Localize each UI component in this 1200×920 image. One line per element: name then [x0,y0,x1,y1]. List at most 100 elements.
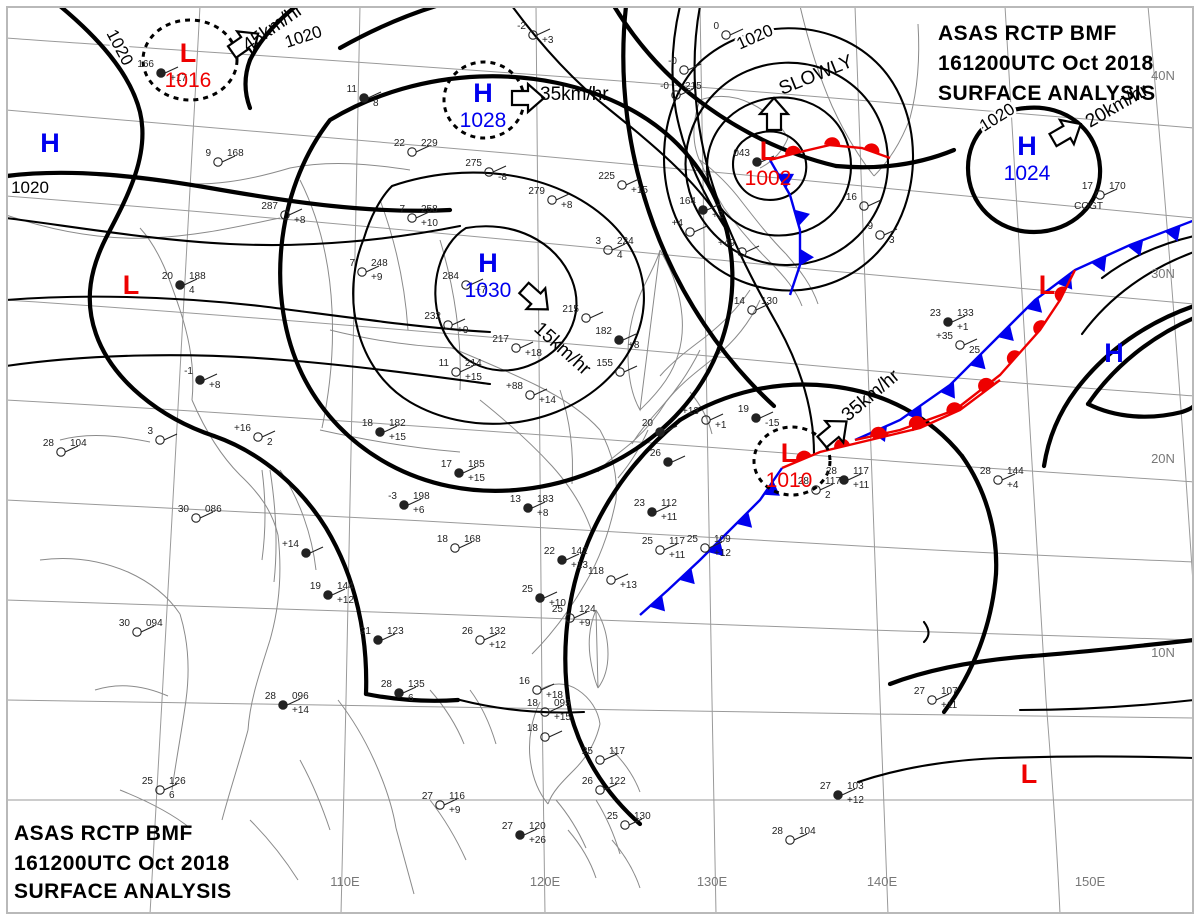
station-temperature: 27 [422,791,434,802]
station-temperature: 16 [846,192,858,203]
station-temperature: 28 [381,679,393,690]
station-plot: 232 +9 [424,311,469,336]
cold-front-pip [1164,225,1181,242]
station-temperature: 27 [502,821,514,832]
header-line1: ASAS RCTP BMF [938,22,1117,45]
station-pressure-tendency: 2 [825,490,831,501]
station-temperature: 27 [914,686,926,697]
wind-barb-icon [625,178,640,186]
station-pressure-tendency: +9 [579,618,591,629]
wind-barb-icon [383,425,398,433]
station-plot: 28 117 2 [798,476,842,501]
station-symbol-overcast-icon [833,790,843,800]
station-pressure-tendency: +12 [337,595,354,606]
station-pressure-tendency: +15 [468,473,485,484]
wind-barb-icon [679,88,694,96]
wind-barb-icon [483,633,498,641]
wind-barb-icon [622,333,637,341]
station-symbol-clear-icon [357,267,367,277]
station-pressure: 112 [661,498,677,509]
cold-front-pip [1090,255,1107,272]
system-motion-arrow [226,29,260,60]
system-dashed-circle [141,18,239,102]
station-pressure-tendency: +11 [941,700,958,711]
station-symbol-clear-icon [155,435,165,445]
wind-barb-icon [847,473,862,481]
header-line2: 161200UTC Oct 2018 [938,52,1154,75]
station-plot: 20 188 4 [162,271,206,296]
station-plot: 275 -8 [465,158,507,183]
graticule-label: 120E [530,874,561,889]
wind-barb-icon [729,28,744,36]
wind-barb-icon [614,573,629,581]
station-pressure: 124 [579,604,596,615]
station-temperature: +14 [282,539,299,550]
station-pressure-tendency: +6 [413,505,425,516]
wind-barb-icon [64,445,79,453]
warm-front-pip [834,438,850,449]
station-symbol-clear-icon [685,227,695,237]
pressure-system-letter: H [478,248,498,278]
station-temperature: 225 [598,171,615,182]
wind-barb-icon [603,753,618,761]
station-temperature: 28 [826,466,838,477]
wind-barb-icon [331,588,346,596]
station-symbol-clear-icon [547,195,557,205]
pressure-system-letter: H [1104,338,1124,368]
station-plot: 17 170 [1082,181,1126,200]
station-temperature: 275 [465,158,482,169]
station-pressure-tendency: 6 [169,790,175,801]
station-temperature: 17 [441,459,453,470]
station-pressure: 188 [189,271,206,282]
wind-barb-icon [365,265,380,273]
station-plot: 13 183 +8 [510,494,554,519]
station-plot: 14 130 [734,296,778,315]
system-motion-arrow [510,81,546,115]
station-symbol-clear-icon [955,340,965,350]
pressure-system-letter: L [180,38,197,68]
station-pressure-tendency: +8 [537,508,549,519]
pressure-system-letter: L [781,438,798,468]
cold-front-pip [707,540,724,556]
station-temperature: 19 [738,404,750,415]
station-symbol-clear-icon [451,367,461,377]
station-symbol-clear-icon [213,157,223,167]
wind-barb-icon [402,686,417,694]
station-pressure: 095 [554,698,571,709]
station-plot: 3 224 4 [595,236,634,261]
station-pressure-tendency: +15 [554,712,571,723]
station-symbol-overcast-icon [175,280,185,290]
wind-barb-icon [540,683,555,691]
station-symbol-clear-icon [595,785,605,795]
station-symbol-clear-icon [603,245,613,255]
station-plot: 28 104 [772,826,816,845]
cold-front-pip [736,511,753,528]
wind-barb-icon [523,828,538,836]
system-motion-arrow [815,419,848,449]
station-symbol-overcast-icon [655,427,665,437]
station-pressure: 185 [468,459,485,470]
warm-front-pip [948,403,964,415]
isobar-label: 1020 [103,26,138,68]
station-temperature: 14 [734,296,746,307]
pressure-system-letter: H [473,78,493,108]
station-plot: 11 214 +15 [439,358,483,383]
wind-barb-icon [415,211,430,219]
station-pressure: 168 [227,148,244,159]
station-plot: 118 +13 [588,566,637,591]
header-title-block: ASAS RCTP BMF 161200UTC Oct 2018 SURFACE… [938,22,1155,105]
station-symbol-overcast-icon [278,700,288,710]
warm-front-pip [1006,350,1021,365]
station-temperature: 28 [43,438,55,449]
station-pressure: 135 [408,679,425,690]
station-pressure: 094 [146,618,163,629]
station-temperature: 3 [147,426,153,437]
station-plot: 279 +8 [528,186,573,211]
front-line-warm [781,379,1001,470]
station-temperature: 18 [437,534,449,545]
station-symbol-clear-icon [620,820,630,830]
station-temperature: 279 [528,186,545,197]
